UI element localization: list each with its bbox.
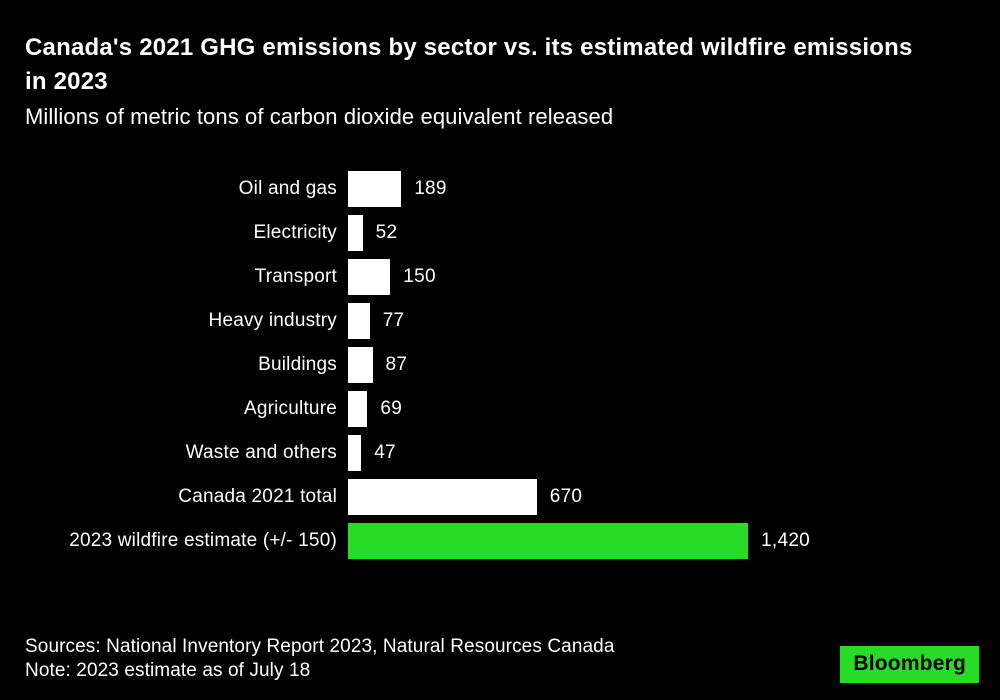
- value-label: 87: [385, 354, 408, 375]
- category-label: Oil and gas: [238, 178, 337, 199]
- value-label: 47: [374, 442, 396, 463]
- footer-text: Sources: National Inventory Report 2023,…: [25, 635, 615, 683]
- bar-area: 1,420: [348, 523, 810, 559]
- sources-text: Sources: National Inventory Report 2023,…: [25, 636, 615, 657]
- bar-area: 52: [348, 215, 397, 251]
- value-label: 189: [414, 178, 447, 199]
- bar: [348, 347, 373, 383]
- bar-row: Heavy industry 77: [0, 299, 1000, 343]
- bar: [348, 303, 370, 339]
- bar-row: Transport 150: [0, 255, 1000, 299]
- bar-row: Oil and gas 189: [0, 167, 1000, 211]
- note-text: Note: 2023 estimate as of July 18: [25, 660, 311, 681]
- bar-row: Agriculture 69: [0, 387, 1000, 431]
- bar-row: Buildings 87: [0, 343, 1000, 387]
- bar-area: 87: [348, 347, 407, 383]
- bar-area: 670: [348, 479, 582, 515]
- value-label: 77: [382, 310, 405, 331]
- value-label: 150: [403, 266, 436, 287]
- bar-area: 189: [348, 171, 447, 207]
- bar: [348, 391, 368, 427]
- bar-area: 77: [348, 303, 404, 339]
- category-label: Buildings: [258, 354, 337, 375]
- bar-row: Canada 2021 total 670: [0, 475, 1000, 519]
- bar-row: 2023 wildfire estimate (+/- 150) 1,420: [0, 519, 1000, 563]
- bar-row: Waste and others 47: [0, 431, 1000, 475]
- category-label: 2023 wildfire estimate (+/- 150): [69, 530, 337, 551]
- bar: [348, 479, 537, 515]
- category-label: Transport: [254, 266, 337, 287]
- chart-subtitle: Millions of metric tons of carbon dioxid…: [25, 104, 614, 129]
- bar-area: 69: [348, 391, 402, 427]
- bar: [348, 259, 391, 295]
- chart-footer: Sources: National Inventory Report 2023,…: [25, 635, 979, 683]
- bar-row: Electricity 52: [0, 211, 1000, 255]
- category-label: Waste and others: [185, 442, 337, 463]
- category-label: Canada 2021 total: [178, 486, 337, 507]
- value-label: 52: [375, 222, 398, 243]
- category-label: Electricity: [253, 222, 337, 243]
- category-label: Heavy industry: [208, 310, 337, 331]
- bar: [348, 523, 748, 559]
- bar: [348, 171, 402, 207]
- chart-header: Canada's 2021 GHG emissions by sector vs…: [0, 0, 1000, 130]
- value-label: 69: [380, 398, 403, 419]
- bar: [348, 215, 363, 251]
- category-label: Agriculture: [243, 398, 337, 419]
- bloomberg-logo: Bloomberg: [840, 646, 979, 683]
- chart-title: Canada's 2021 GHG emissions by sector vs…: [25, 34, 913, 95]
- value-label: 670: [549, 486, 583, 507]
- value-label: 1,420: [761, 530, 811, 551]
- bar-area: 150: [348, 259, 436, 295]
- bar: [348, 435, 362, 471]
- bar-area: 47: [348, 435, 396, 471]
- bar-rows: Oil and gas 189 Electricity 52 Transport 150 H…: [0, 167, 1000, 563]
